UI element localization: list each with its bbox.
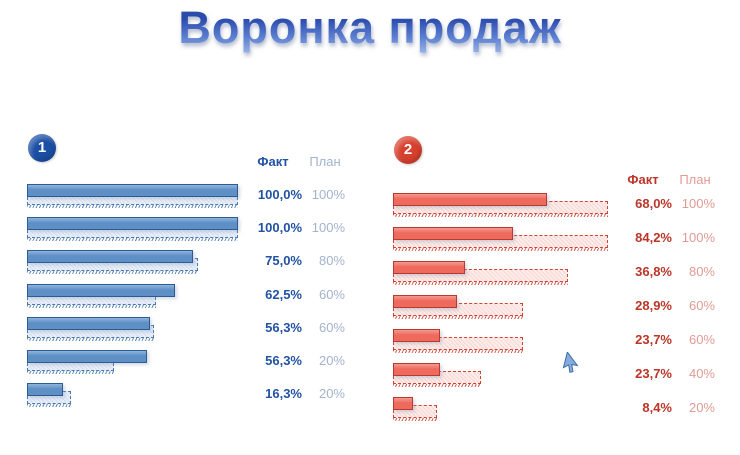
fact-column-header: Факт [257, 154, 289, 169]
fact-bar [27, 250, 193, 263]
fact-bar [27, 350, 147, 363]
chart-1-rows: 100,0% 100% 100,0% 100% 75,0% 80% 62,5% … [0, 130, 352, 430]
funnel-row: 62,5% 60% [0, 284, 352, 308]
funnel-row: 100,0% 100% [0, 184, 352, 208]
funnel-row: 36,8% 80% [370, 261, 722, 285]
funnel-row: 56,3% 60% [0, 317, 352, 341]
fact-value: 68,0% [635, 196, 672, 211]
chart-1-badge: 1 [28, 134, 56, 162]
fact-column-header: Факт [627, 172, 659, 187]
plan-value: 80% [688, 264, 715, 279]
funnel-row: 23,7% 40% [370, 363, 722, 387]
funnel-row: 75,0% 80% [0, 250, 352, 274]
fact-bar [393, 295, 457, 308]
plan-column-header: План [679, 172, 711, 187]
fact-value: 62,5% [265, 287, 302, 302]
fact-value: 100,0% [257, 187, 302, 202]
fact-bar [393, 261, 465, 274]
plan-value: 100% [311, 220, 345, 235]
plan-value: 60% [318, 287, 345, 302]
plan-value: 40% [688, 366, 715, 381]
fact-value: 100,0% [257, 220, 302, 235]
plan-value: 100% [311, 187, 345, 202]
fact-value: 23,7% [635, 332, 672, 347]
fact-value: 23,7% [635, 366, 672, 381]
page-title: Воронка продаж [0, 2, 740, 54]
fact-bar [27, 217, 238, 230]
fact-value: 36,8% [635, 264, 672, 279]
chart-2-badge: 2 [394, 136, 422, 164]
fact-value: 56,3% [265, 320, 302, 335]
funnel-row: 28,9% 60% [370, 295, 722, 319]
fact-bar [27, 284, 175, 297]
fact-bar [393, 397, 413, 410]
chart-2-rows: 68,0% 100% 84,2% 100% 36,8% 80% 28,9% 60… [370, 132, 722, 432]
funnel-row: 16,3% 20% [0, 383, 352, 407]
fact-value: 28,9% [635, 298, 672, 313]
fact-value: 84,2% [635, 230, 672, 245]
fact-value: 56,3% [265, 353, 302, 368]
plan-value: 60% [688, 332, 715, 347]
plan-value: 60% [688, 298, 715, 313]
plan-value: 100% [681, 196, 715, 211]
fact-value: 75,0% [265, 253, 302, 268]
mouse-cursor-icon [562, 352, 579, 373]
fact-value: 16,3% [265, 386, 302, 401]
funnel-row: 100,0% 100% [0, 217, 352, 241]
funnel-row: 68,0% 100% [370, 193, 722, 217]
funnel-chart-2: 2 Факт План 68,0% 100% 84,2% 100% 36,8% … [370, 132, 722, 432]
fact-bar [393, 193, 547, 206]
plan-column-header: План [309, 154, 341, 169]
funnel-row: 8,4% 20% [370, 397, 722, 421]
funnel-row: 56,3% 20% [0, 350, 352, 374]
plan-value: 100% [681, 230, 715, 245]
plan-value: 80% [318, 253, 345, 268]
fact-bar [27, 383, 63, 396]
fact-bar [393, 227, 513, 240]
funnel-row: 84,2% 100% [370, 227, 722, 251]
plan-value: 20% [318, 386, 345, 401]
plan-value: 20% [688, 400, 715, 415]
plan-value: 60% [318, 320, 345, 335]
fact-bar [27, 317, 150, 330]
fact-bar [393, 329, 440, 342]
fact-bar [393, 363, 440, 376]
fact-bar [27, 184, 238, 197]
fact-value: 8,4% [642, 400, 672, 415]
plan-value: 20% [318, 353, 345, 368]
funnel-row: 23,7% 60% [370, 329, 722, 353]
funnel-chart-1: 1 Факт План 100,0% 100% 100,0% 100% 75,0… [0, 130, 352, 430]
